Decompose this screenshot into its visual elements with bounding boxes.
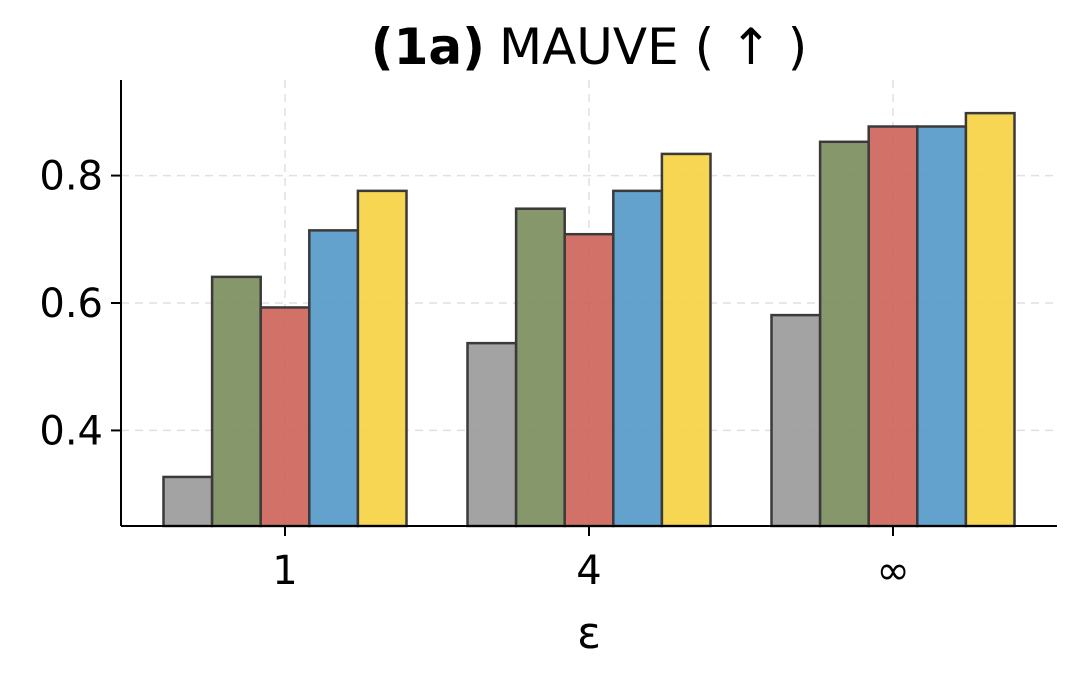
x-tick-label: ∞ bbox=[876, 548, 909, 594]
chart-title-main: MAUVE ( ↑ ) bbox=[499, 18, 807, 76]
chart-title: (1a) MAUVE ( ↑ ) bbox=[371, 18, 808, 76]
bar-series-3-∞ bbox=[867, 125, 919, 528]
bar-series-2-1 bbox=[210, 275, 262, 528]
bar-series-5-4 bbox=[660, 152, 712, 528]
bar-series-3-1 bbox=[259, 306, 311, 528]
y-tick-label: 0.4 bbox=[39, 408, 103, 454]
bar-series-5-∞ bbox=[964, 111, 1016, 528]
bar-series-2-∞ bbox=[818, 140, 870, 528]
bar-series-1-1 bbox=[162, 475, 214, 528]
x-tick-label: 4 bbox=[576, 548, 601, 594]
y-tick-label: 0.6 bbox=[39, 281, 103, 327]
bar-series-1-∞ bbox=[770, 313, 822, 528]
bar-series-4-1 bbox=[308, 229, 360, 528]
x-tick-label: 1 bbox=[272, 548, 297, 594]
chart-title-bold: (1a) bbox=[371, 18, 485, 76]
bar-series-1-4 bbox=[466, 341, 518, 528]
y-tick-label: 0.8 bbox=[39, 154, 103, 200]
x-axis-label: ε bbox=[577, 608, 601, 659]
bar-series-3-4 bbox=[563, 232, 615, 528]
bar-series-4-4 bbox=[612, 189, 664, 528]
axes bbox=[111, 80, 1057, 536]
tick-labels: 0.4 0.6 0.8 1 4 ∞ bbox=[39, 154, 909, 594]
bar-series-2-4 bbox=[514, 207, 566, 528]
bar-series-4-∞ bbox=[916, 125, 968, 528]
bar-series-5-1 bbox=[356, 189, 408, 528]
